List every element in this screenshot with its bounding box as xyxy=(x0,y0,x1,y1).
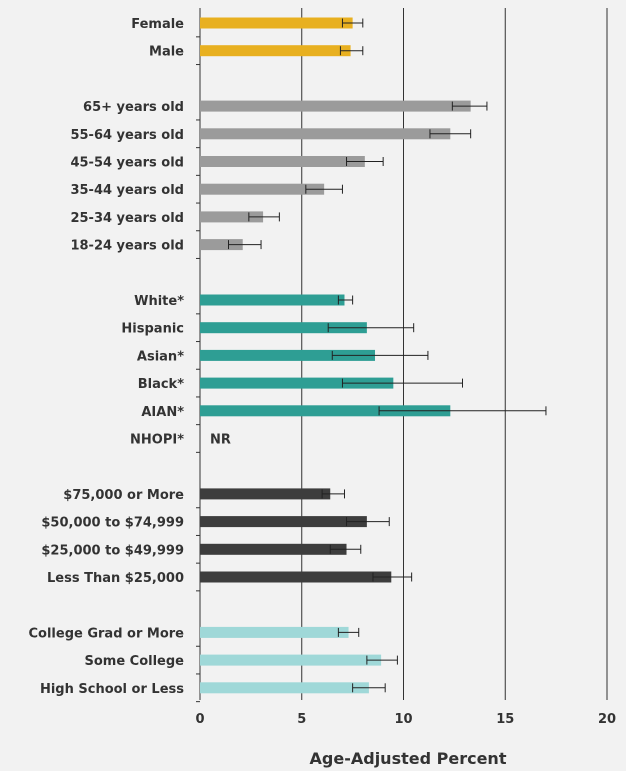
category-label: Asian* xyxy=(137,349,184,364)
category-label: Female xyxy=(131,17,184,32)
bar xyxy=(200,17,353,29)
bar xyxy=(200,516,367,528)
bar xyxy=(200,100,471,112)
category-label: $50,000 to $74,999 xyxy=(41,516,184,531)
bar xyxy=(200,543,347,555)
category-label: High School or Less xyxy=(40,682,184,697)
x-axis-title: Age-Adjusted Percent xyxy=(310,749,507,768)
category-label: 35-44 years old xyxy=(70,183,184,198)
bar xyxy=(200,294,345,306)
x-tick-label: 10 xyxy=(394,712,412,727)
bar xyxy=(200,654,382,666)
x-tick-label: 0 xyxy=(195,712,204,727)
category-label: 45-54 years old xyxy=(70,156,184,171)
not-reported-label: NR xyxy=(210,433,231,448)
bar xyxy=(200,626,349,638)
category-label: NHOPI* xyxy=(130,433,184,448)
category-label: Less Than $25,000 xyxy=(47,571,184,586)
bars: NR xyxy=(200,17,547,694)
bar xyxy=(200,405,451,417)
category-label: AIAN* xyxy=(141,405,184,420)
category-label: $75,000 or More xyxy=(63,488,184,503)
category-labels: Female Male 65+ years old 55-64 years old 45… xyxy=(29,17,185,697)
x-tick-label: 15 xyxy=(496,712,514,727)
category-label: Some College xyxy=(84,654,184,669)
x-tick-label: 5 xyxy=(297,712,306,727)
bar xyxy=(200,128,451,140)
x-tick-label: 20 xyxy=(598,712,616,727)
bar xyxy=(200,682,369,694)
category-label: Male xyxy=(149,45,184,60)
category-label: 18-24 years old xyxy=(70,239,184,254)
bar xyxy=(200,571,392,583)
category-label: Hispanic xyxy=(121,322,184,337)
bar xyxy=(200,239,243,251)
bar xyxy=(200,349,376,361)
bar xyxy=(200,156,365,167)
category-label: 55-64 years old xyxy=(70,128,184,143)
x-axis-ticks: 0 5 10 15 20 xyxy=(195,712,616,727)
category-label: College Grad or More xyxy=(29,626,185,641)
bar xyxy=(200,322,367,334)
category-label: 25-34 years old xyxy=(70,211,184,226)
category-label: $25,000 to $49,999 xyxy=(41,543,184,558)
category-label: White* xyxy=(134,294,184,309)
bar xyxy=(200,183,325,195)
bar xyxy=(200,211,264,223)
category-label: Black* xyxy=(138,377,184,392)
bar xyxy=(200,45,351,57)
bar xyxy=(200,488,331,500)
category-label: 65+ years old xyxy=(83,100,184,115)
bar xyxy=(200,377,394,389)
